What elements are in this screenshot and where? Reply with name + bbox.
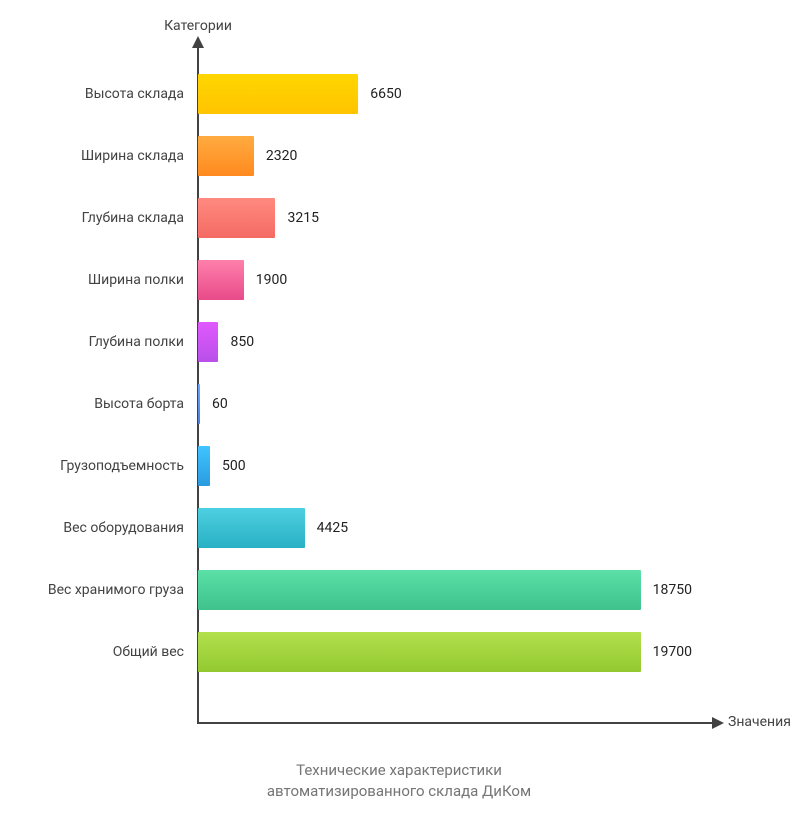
bar-row: Ширина полки1900 bbox=[198, 260, 692, 300]
bar-row: Грузоподъемность500 bbox=[198, 446, 692, 486]
bar-row: Вес хранимого груза18750 bbox=[198, 570, 692, 610]
bar-label: Общий вес bbox=[113, 644, 198, 660]
bar-value: 850 bbox=[218, 334, 254, 350]
bar-row: Глубина склада3215 bbox=[198, 198, 692, 238]
y-axis-title: Категории bbox=[164, 18, 232, 34]
bar-value: 19700 bbox=[641, 644, 692, 660]
bar-value: 18750 bbox=[641, 582, 692, 598]
bar-row: Высота борта60 bbox=[198, 384, 692, 424]
plot-area: Высота склада6650 Ширина склада2320 Глубин… bbox=[198, 74, 692, 714]
bar-value: 6650 bbox=[358, 86, 401, 102]
bar-value: 3215 bbox=[275, 210, 318, 226]
bar bbox=[198, 446, 210, 486]
bar-label: Вес оборудования bbox=[63, 520, 198, 536]
bar-value: 60 bbox=[200, 396, 228, 412]
bar-label: Ширина склада bbox=[81, 148, 198, 164]
bar-value: 4425 bbox=[305, 520, 348, 536]
bar-row: Ширина склада2320 bbox=[198, 136, 692, 176]
bar-value: 500 bbox=[210, 458, 246, 474]
bar-row: Вес оборудования4425 bbox=[198, 508, 692, 548]
bar bbox=[198, 198, 275, 238]
x-axis-arrow-icon bbox=[712, 717, 724, 729]
bar bbox=[198, 136, 254, 176]
chart-title-line1: Технические характеристики bbox=[296, 761, 502, 779]
bar-label: Высота борта bbox=[94, 396, 198, 412]
bar-row: Высота склада6650 bbox=[198, 74, 692, 114]
chart-title: Технические характеристики автоматизиров… bbox=[0, 760, 798, 802]
bar-row: Глубина полки850 bbox=[198, 322, 692, 362]
bar bbox=[198, 570, 641, 610]
bar-label: Глубина полки bbox=[89, 334, 198, 350]
bar bbox=[198, 322, 218, 362]
bar-label: Грузоподъемность bbox=[60, 458, 198, 474]
chart-title-line2: автоматизированного склада ДиКом bbox=[267, 782, 531, 800]
x-axis-line bbox=[197, 722, 715, 724]
bar bbox=[198, 74, 358, 114]
x-axis-title: Значения bbox=[728, 714, 791, 730]
bar-label: Ширина полки bbox=[88, 272, 198, 288]
bar-chart: Категории Значения Высота склада6650Шири… bbox=[0, 0, 798, 828]
bar bbox=[198, 508, 305, 548]
y-axis-arrow-icon bbox=[192, 36, 204, 48]
bar bbox=[198, 632, 641, 672]
bar-value: 2320 bbox=[254, 148, 297, 164]
bar-label: Высота склада bbox=[85, 86, 198, 102]
bar-value: 1900 bbox=[244, 272, 287, 288]
bar-label: Глубина склада bbox=[82, 210, 198, 226]
bar-label: Вес хранимого груза bbox=[48, 582, 198, 598]
bar-row: Общий вес19700 bbox=[198, 632, 692, 672]
bar bbox=[198, 260, 244, 300]
